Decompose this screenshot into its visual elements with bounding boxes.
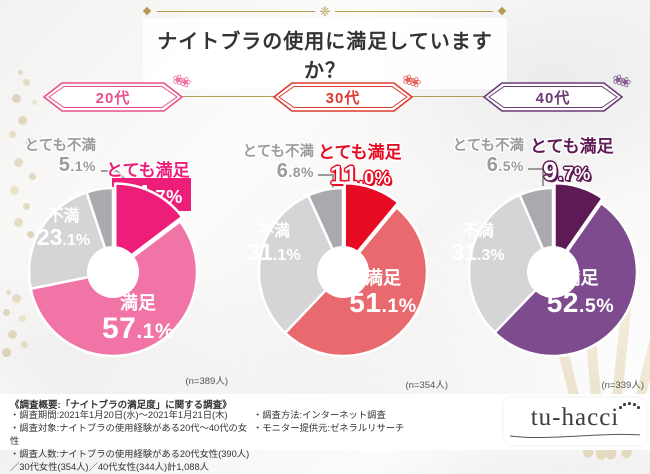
survey-overview: 《調査概要:「ナイトブラの満足度」に関する調査》: [10, 400, 232, 411]
chart-30s: 30代 ❀❀ とても不満 6.8% とても満足 11.0% 満足 51.1% 不…: [238, 70, 448, 393]
value-very-satisfied: 9.7%: [543, 156, 591, 186]
donut-hole: [527, 246, 579, 298]
pie-chart-30s: [243, 172, 443, 372]
brand-logo: tu-hacci: [504, 398, 646, 445]
label-very-dissatisfied: とても不満 6.5%: [452, 138, 524, 176]
header: ❈ ナイトブラの使用に満足していますか？ ❈: [143, 4, 507, 103]
age-group-badge: 40代 ❀❀: [483, 70, 629, 113]
age-group-badge: 30代 ❀❀: [273, 70, 419, 113]
survey-target: ・調査対象:ナイトブラの使用経験がある20代～40代の女性: [10, 423, 248, 446]
label-satisfied: 満足 51.1%: [349, 268, 417, 319]
survey-respondents: ・調査人数:ナイトブラの使用経験がある20代女性(390人)／30代女性(354…: [10, 449, 250, 472]
brand-logo-text: tu-hacci: [530, 404, 620, 431]
chart-20s: 20代 ❀❀ とても不満 5.1% とても満足 14.7% 満足 57.1% 不…: [8, 70, 228, 393]
label-dissatisfied: 不満 31.1%: [247, 223, 301, 266]
donut-hole: [87, 246, 139, 298]
sample-size: (n=339人): [601, 380, 644, 391]
snowflake-ornament-icon: ❈: [319, 3, 331, 19]
label-very-dissatisfied: とても不満 6.8%: [242, 144, 314, 182]
pie-chart-40s: [453, 172, 650, 372]
diamond-ornament-icon: [143, 7, 152, 16]
gold-ornament-rule-top: ❈: [143, 4, 507, 18]
pie-slice-0: [553, 181, 604, 269]
infographic-canvas: { "header": { "title": "ナイトブラの使用に満足しています…: [0, 0, 650, 450]
pie-slice-2: [257, 194, 345, 335]
logo-underline-swoosh: [509, 433, 641, 439]
leader-line: [318, 174, 334, 192]
label-very-satisfied: とても満足: [106, 161, 190, 180]
age-group-label: 20代: [95, 90, 131, 107]
sample-size: (n=389人): [185, 376, 228, 387]
survey-details-right: ・調査方法:インターネット調査 ・モニター提供元:ゼネラルリサーチ: [253, 409, 503, 435]
pie-slice-2: [467, 193, 555, 334]
label-very-satisfied: とても満足: [318, 143, 402, 162]
survey-period: ・調査期間:2021年1月20日(水)～2021年1月21日(木): [10, 410, 228, 420]
diamond-ornament-icon: [498, 7, 507, 16]
page-title: ナイトブラの使用に満足していますか？: [157, 31, 493, 82]
chart-40s: 40代 ❀❀ とても不満 6.5% とても満足 9.7% 満足 52.5% 不満…: [448, 70, 650, 393]
survey-details-footer: 《調査概要:「ナイトブラの満足度」に関する調査》 ・調査期間:2021年1月20…: [0, 394, 650, 472]
label-satisfied: 満足 57.1%: [101, 293, 175, 346]
label-dissatisfied: 不満 31.3%: [451, 223, 505, 266]
label-very-dissatisfied: とても不満 5.1%: [24, 138, 96, 176]
label-dissatisfied: 不満 23.1%: [36, 208, 91, 251]
leader-line: [528, 168, 544, 186]
age-group-label: 40代: [535, 90, 571, 107]
label-satisfied: 満足 52.5%: [546, 268, 615, 319]
pie-slice-0: [343, 182, 400, 269]
survey-method: ・調査方法:インターネット調査: [253, 410, 386, 420]
sample-size: (n=354人): [405, 380, 448, 391]
pie-slice-0: [113, 182, 184, 269]
age-group-label: 30代: [325, 90, 361, 107]
age-group-badge: 20代 ❀❀: [43, 70, 189, 113]
donut-hole: [317, 246, 369, 298]
survey-details-left: ・調査期間:2021年1月20日(水)～2021年1月21日(木) ・調査対象:…: [10, 409, 255, 474]
pie-chart-20s: [13, 172, 213, 372]
survey-monitor-provider: ・モニター提供元:ゼネラルリサーチ: [253, 423, 405, 433]
label-very-satisfied: とても満足: [530, 137, 614, 156]
